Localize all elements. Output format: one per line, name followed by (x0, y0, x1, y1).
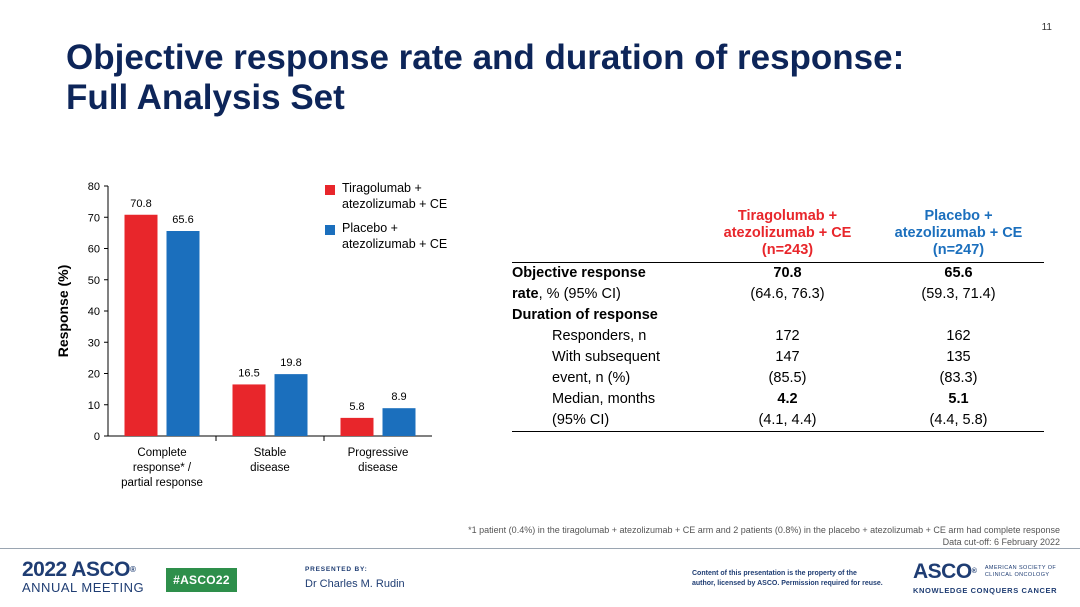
footnote-data-cutoff: Data cut-off: 6 February 2022 (942, 537, 1060, 547)
slide-title-line-1: Objective response rate and duration of … (66, 38, 905, 77)
table-header-row: Tiragolumab + atezolizumab + CE (n=243) … (512, 208, 1044, 263)
bar-value-label: 8.9 (391, 391, 406, 403)
legend-label-tiragolumab-1: Tiragolumab + (342, 181, 422, 195)
x-category-label: Complete (137, 447, 186, 459)
legend-label-placebo-1: Placebo + (342, 221, 398, 235)
orr-tiragolumab: 70.8 (64.6, 76.3) (750, 265, 825, 302)
bar-value-label: 5.8 (349, 401, 364, 413)
response-table: Tiragolumab + atezolizumab + CE (n=243) … (512, 208, 1044, 432)
bar (340, 417, 374, 436)
footnote: *1 patient (0.4%) in the tiragolumab + a… (468, 524, 1060, 548)
presented-by-label: PRESENTED BY: (305, 566, 368, 573)
chart-legend: Tiragolumab + atezolizumab + CE Placebo … (325, 180, 472, 260)
y-tick-label: 40 (88, 306, 100, 318)
annual-meeting-label: ANNUAL MEETING (22, 580, 145, 595)
median-placebo: 5.1 (4.4, 5.8) (929, 391, 988, 428)
legend-swatch-red (325, 185, 335, 195)
footer: 2022 ASCO® ANNUAL MEETING #ASCO22 PRESEN… (0, 548, 1080, 607)
y-tick-label: 50 (88, 275, 100, 287)
footnote-complete-response: *1 patient (0.4%) in the tiragolumab + a… (468, 525, 1060, 535)
x-category-label: Stable (254, 447, 287, 459)
y-tick-label: 60 (88, 244, 100, 256)
table-row-dor-header: Duration of response (512, 305, 1044, 326)
slide-title: Objective response rate and duration of … (66, 38, 1056, 118)
response-bar-chart: 0 10 20 30 40 50 60 70 80 Response (%) 70.8 65.6 Com… (55, 181, 432, 489)
bar (382, 408, 416, 436)
bar (274, 374, 308, 436)
meeting-year-asco: 2022 ASCO (22, 558, 130, 581)
bar (166, 231, 200, 436)
y-tick-label: 80 (88, 181, 100, 193)
y-tick-label: 70 (88, 212, 100, 224)
dor-label: Duration of response (512, 307, 658, 323)
x-category-label: Progressive (348, 447, 409, 459)
bar-value-label: 70.8 (130, 198, 151, 210)
society-name: AMERICAN SOCIETY OF CLINICAL ONCOLOGY (984, 565, 1057, 578)
median-tiragolumab: 4.2 (4.1, 4.4) (758, 391, 817, 428)
asco-annual-meeting-logo: 2022 ASCO® ANNUAL MEETING (22, 558, 145, 595)
legend-swatch-blue (325, 225, 335, 235)
page-number: 11 (1041, 22, 1052, 33)
bar (232, 384, 266, 436)
orr-placebo: 65.6 (59.3, 71.4) (921, 265, 996, 302)
presenter-name: Dr Charles M. Rudin (305, 578, 405, 590)
table-row-orr: Objective response rate, % (95% CI) 70.8… (512, 263, 1044, 306)
subsequent-event-tiragolumab: 147 (85.5) (768, 349, 807, 386)
table-header-tiragolumab: Tiragolumab + atezolizumab + CE (n=243) (723, 208, 852, 258)
responders-label: Responders, n (552, 328, 647, 344)
y-axis-title: Response (%) (55, 265, 71, 358)
x-category-label: partial response (121, 477, 203, 489)
y-tick-label: 30 (88, 337, 100, 349)
responders-placebo: 162 (946, 328, 971, 344)
table-row-median: Median, months (95% CI) 4.2 (4.1, 4.4) 5… (512, 389, 1044, 432)
copyright-notice: Content of this presentation is the prop… (692, 570, 883, 587)
legend-item-tiragolumab: Tiragolumab + atezolizumab + CE (325, 180, 472, 212)
subsequent-event-label: With subsequent event, n (%) (552, 349, 661, 386)
slide-title-line-2: Full Analysis Set (66, 78, 345, 117)
y-tick-label: 0 (94, 431, 100, 443)
bar-value-label: 19.8 (280, 357, 301, 369)
x-category-label: disease (250, 462, 290, 474)
x-category-label: disease (358, 462, 398, 474)
bar-value-label: 65.6 (172, 214, 193, 226)
legend-item-placebo: Placebo + atezolizumab + CE (325, 220, 472, 252)
asco-logo: ASCO® AMERICAN SOCIETY OF CLINICAL ONCOL… (913, 560, 1058, 596)
y-tick-label: 10 (88, 400, 100, 412)
median-label: Median, months (95% CI) (552, 391, 656, 428)
bar (124, 214, 158, 436)
subsequent-event-placebo: 135 (83.3) (939, 349, 978, 386)
table-header-placebo: Placebo + atezolizumab + CE (n=247) (894, 208, 1023, 258)
orr-label: Objective response rate, % (95% CI) (512, 265, 646, 302)
responders-tiragolumab: 172 (775, 328, 800, 344)
legend-label-placebo-2: atezolizumab + CE (342, 237, 448, 251)
table-row-subsequent-event: With subsequent event, n (%) 147 (85.5) … (512, 347, 1044, 389)
hashtag-badge: #ASCO22 (166, 568, 237, 592)
table-row-responders: Responders, n 172 162 (512, 326, 1044, 347)
bar-value-label: 16.5 (238, 367, 259, 379)
table-header-empty (512, 208, 702, 263)
asco-tagline: KNOWLEDGE CONQUERS CANCER (913, 586, 1058, 595)
legend-label-tiragolumab-2: atezolizumab + CE (342, 197, 448, 211)
x-category-label: response* / (133, 462, 192, 474)
y-tick-label: 20 (88, 369, 100, 381)
